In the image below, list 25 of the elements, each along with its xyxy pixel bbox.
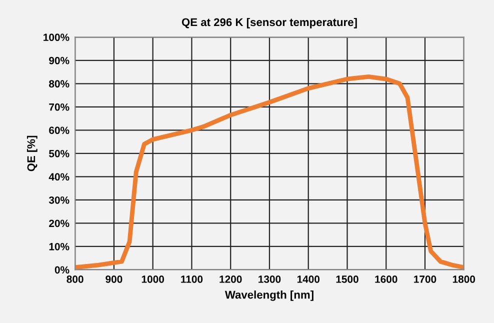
y-tick-label: 90% <box>49 56 70 64</box>
x-tick-label: 1200 <box>220 276 242 283</box>
x-axis-title: Wavelength [nm] <box>224 290 314 301</box>
x-tick-label: 1600 <box>375 276 398 283</box>
x-tick-label: 900 <box>106 276 122 283</box>
y-axis-title: QE [%] <box>26 136 38 172</box>
x-tick-label: 1100 <box>181 276 203 283</box>
y-tick-label: 80% <box>49 80 70 88</box>
x-tick-label: 1300 <box>258 276 281 283</box>
y-tick-label: 100% <box>44 34 70 42</box>
x-tick-label: 1700 <box>414 276 436 283</box>
y-tick-label: 70% <box>49 103 70 111</box>
x-tick-label: 800 <box>66 276 84 283</box>
y-tick-label: 40% <box>48 173 70 181</box>
x-tick-label: 1400 <box>297 276 320 283</box>
chart-title: QE at 296 K [sensor temperature] <box>182 18 357 28</box>
y-tick-label: 0% <box>54 266 70 274</box>
x-tick-label: 1000 <box>142 276 164 283</box>
y-tick-label: 10% <box>49 242 70 250</box>
y-tick-label: 60% <box>49 126 70 134</box>
x-tick-label: 1500 <box>336 276 358 283</box>
y-tick-label: 30% <box>48 196 70 204</box>
x-tick-label: 1800 <box>452 276 476 283</box>
y-tick-label: 20% <box>49 220 70 228</box>
y-tick-label: 50% <box>49 150 70 158</box>
